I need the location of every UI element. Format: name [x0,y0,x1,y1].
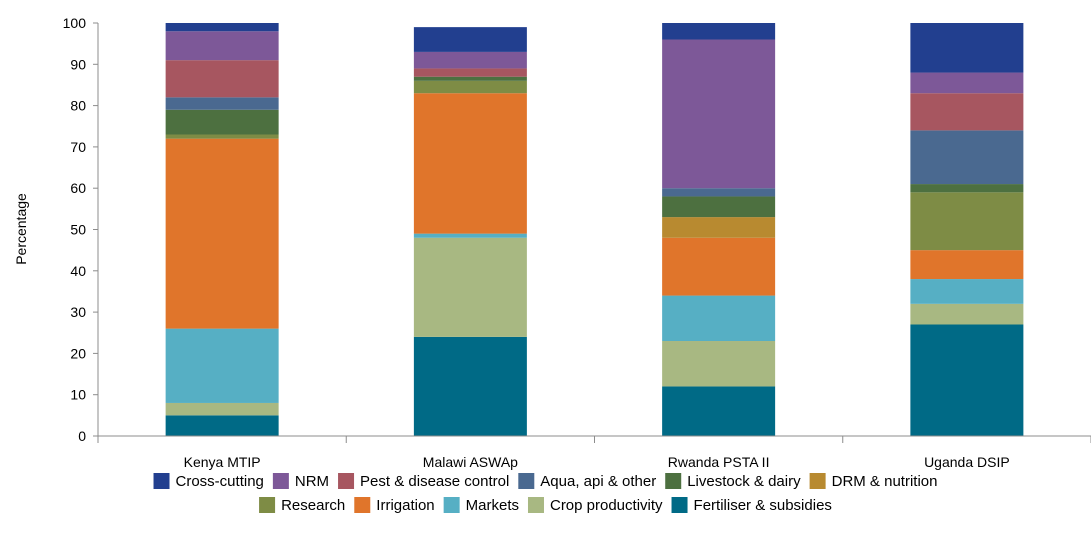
bar-stack-kenya-mtip [165,23,279,436]
legend-swatch [153,473,170,489]
bar-segment-irrigation [910,250,1024,280]
bar-segment-fertiliser-and-subsidies [413,336,527,436]
y-tick-label: 10 [70,387,86,403]
bar-segment-research [413,80,527,94]
y-tick-label: 90 [70,56,86,72]
bar-segment-nrm [910,72,1024,94]
bar-segment-cross-cutting [165,23,279,32]
bar-segment-crop-productivity [413,237,527,337]
legend-swatch [259,497,276,513]
bar-segment-fertiliser-and-subsidies [165,415,279,436]
legend-label: Research [281,497,345,514]
legend-item-drm-and-nutrition: DRM & nutrition [809,473,938,490]
legend-label: NRM [295,473,329,490]
y-tick-label: 20 [70,345,86,361]
bar-segment-pest-and-disease-control [910,93,1024,131]
bar-segment-fertiliser-and-subsidies [910,324,1024,436]
x-tick-label: Kenya MTIP [184,454,261,470]
bar-segment-livestock-and-dairy [662,196,776,218]
bar-segment-research [910,192,1024,251]
bar-segment-nrm [165,31,279,61]
legend-swatch [354,497,371,513]
y-tick-label: 60 [70,180,86,196]
bar-stack-rwanda-psta-ii [662,23,776,436]
bar-segment-irrigation [413,93,527,234]
legend-label: Aqua, api & other [540,473,656,490]
legend-label: Livestock & dairy [687,473,801,490]
bar-segment-crop-productivity [910,303,1024,325]
y-tick-label: 50 [70,222,86,238]
legend: Cross-cutting NRM Pest & disease control Aq… [153,473,938,514]
legend-label: Irrigation [376,497,434,514]
bar-segment-livestock-and-dairy [910,184,1024,193]
bar-segment-markets [165,328,279,403]
bar-segment-fertiliser-and-subsidies [662,386,776,436]
legend-label: Cross-cutting [176,473,264,490]
bar-segment-nrm [413,51,527,69]
legend-swatch [518,473,535,489]
legend-label: Pest & disease control [360,473,509,490]
bar-segment-irrigation [662,237,776,296]
bar-segment-livestock-and-dairy [165,109,279,135]
x-tick-label: Malawi ASWAp [423,454,518,470]
y-tick-label: 80 [70,98,86,114]
legend-label: Crop productivity [550,497,663,514]
x-tick-label: Rwanda PSTA II [668,454,770,470]
y-tick-label: 100 [63,15,87,31]
bar-segment-aqua-api-and-other [165,97,279,110]
legend-swatch [272,473,289,489]
bar-segment-aqua-api-and-other [662,188,776,197]
bar-segment-markets [413,233,527,238]
legend-swatch [527,497,544,513]
legend-label: DRM & nutrition [832,473,938,490]
bar-segment-research [165,134,279,139]
legend-item-nrm: NRM [272,473,329,490]
bar-segment-aqua-api-and-other [910,130,1024,185]
legend-swatch [338,473,355,489]
y-axis: 0 10 20 30 40 50 60 70 80 90 100 [63,15,99,444]
legend-item-markets: Markets [443,497,519,514]
legend-item-fertiliser-and-subsidies: Fertiliser & subsidies [671,497,832,514]
legend-item-irrigation: Irrigation [354,497,435,514]
bar-segment-cross-cutting [910,23,1024,73]
y-tick-label: 0 [78,428,86,444]
plot-area [165,23,1024,436]
bar-segment-drm-and-nutrition [662,217,776,238]
bar-segment-markets [910,279,1024,304]
bar-segment-crop-productivity [165,402,279,416]
legend-label: Markets [466,497,519,514]
bar-segment-nrm [662,39,776,189]
legend-item-livestock-and-dairy: Livestock & dairy [665,473,801,490]
y-tick-label: 70 [70,139,86,155]
legend-item-crop-productivity: Crop productivity [527,497,663,514]
legend-item-pest-and-disease-control: Pest & disease control [338,473,509,490]
y-axis-label: Percentage [13,193,29,265]
legend-swatch [665,473,682,489]
bar-segment-cross-cutting [662,23,776,40]
bar-stack-uganda-dsip [910,23,1024,436]
legend-swatch [443,497,460,513]
bar-segment-livestock-and-dairy [413,76,527,81]
legend-item-cross-cutting: Cross-cutting [153,473,264,490]
legend-label: Fertiliser & subsidies [694,497,832,514]
bar-segment-pest-and-disease-control [165,60,279,98]
bar-segment-cross-cutting [413,27,527,52]
y-tick-label: 30 [70,304,86,320]
y-tick-label: 40 [70,263,86,279]
legend-item-aqua-api-and-other: Aqua, api & other [518,473,656,490]
bar-stack-malawi-aswap [413,27,527,436]
x-axis: Kenya MTIP Malawi ASWAp Rwanda PSTA II Ugan… [97,435,1091,470]
bar-segment-crop-productivity [662,341,776,387]
bar-segment-irrigation [165,138,279,329]
bar-segment-pest-and-disease-control [413,68,527,77]
legend-item-research: Research [259,497,345,514]
x-tick-label: Uganda DSIP [924,454,1010,470]
legend-swatch [671,497,688,513]
bar-segment-markets [662,295,776,342]
legend-swatch [809,473,826,489]
